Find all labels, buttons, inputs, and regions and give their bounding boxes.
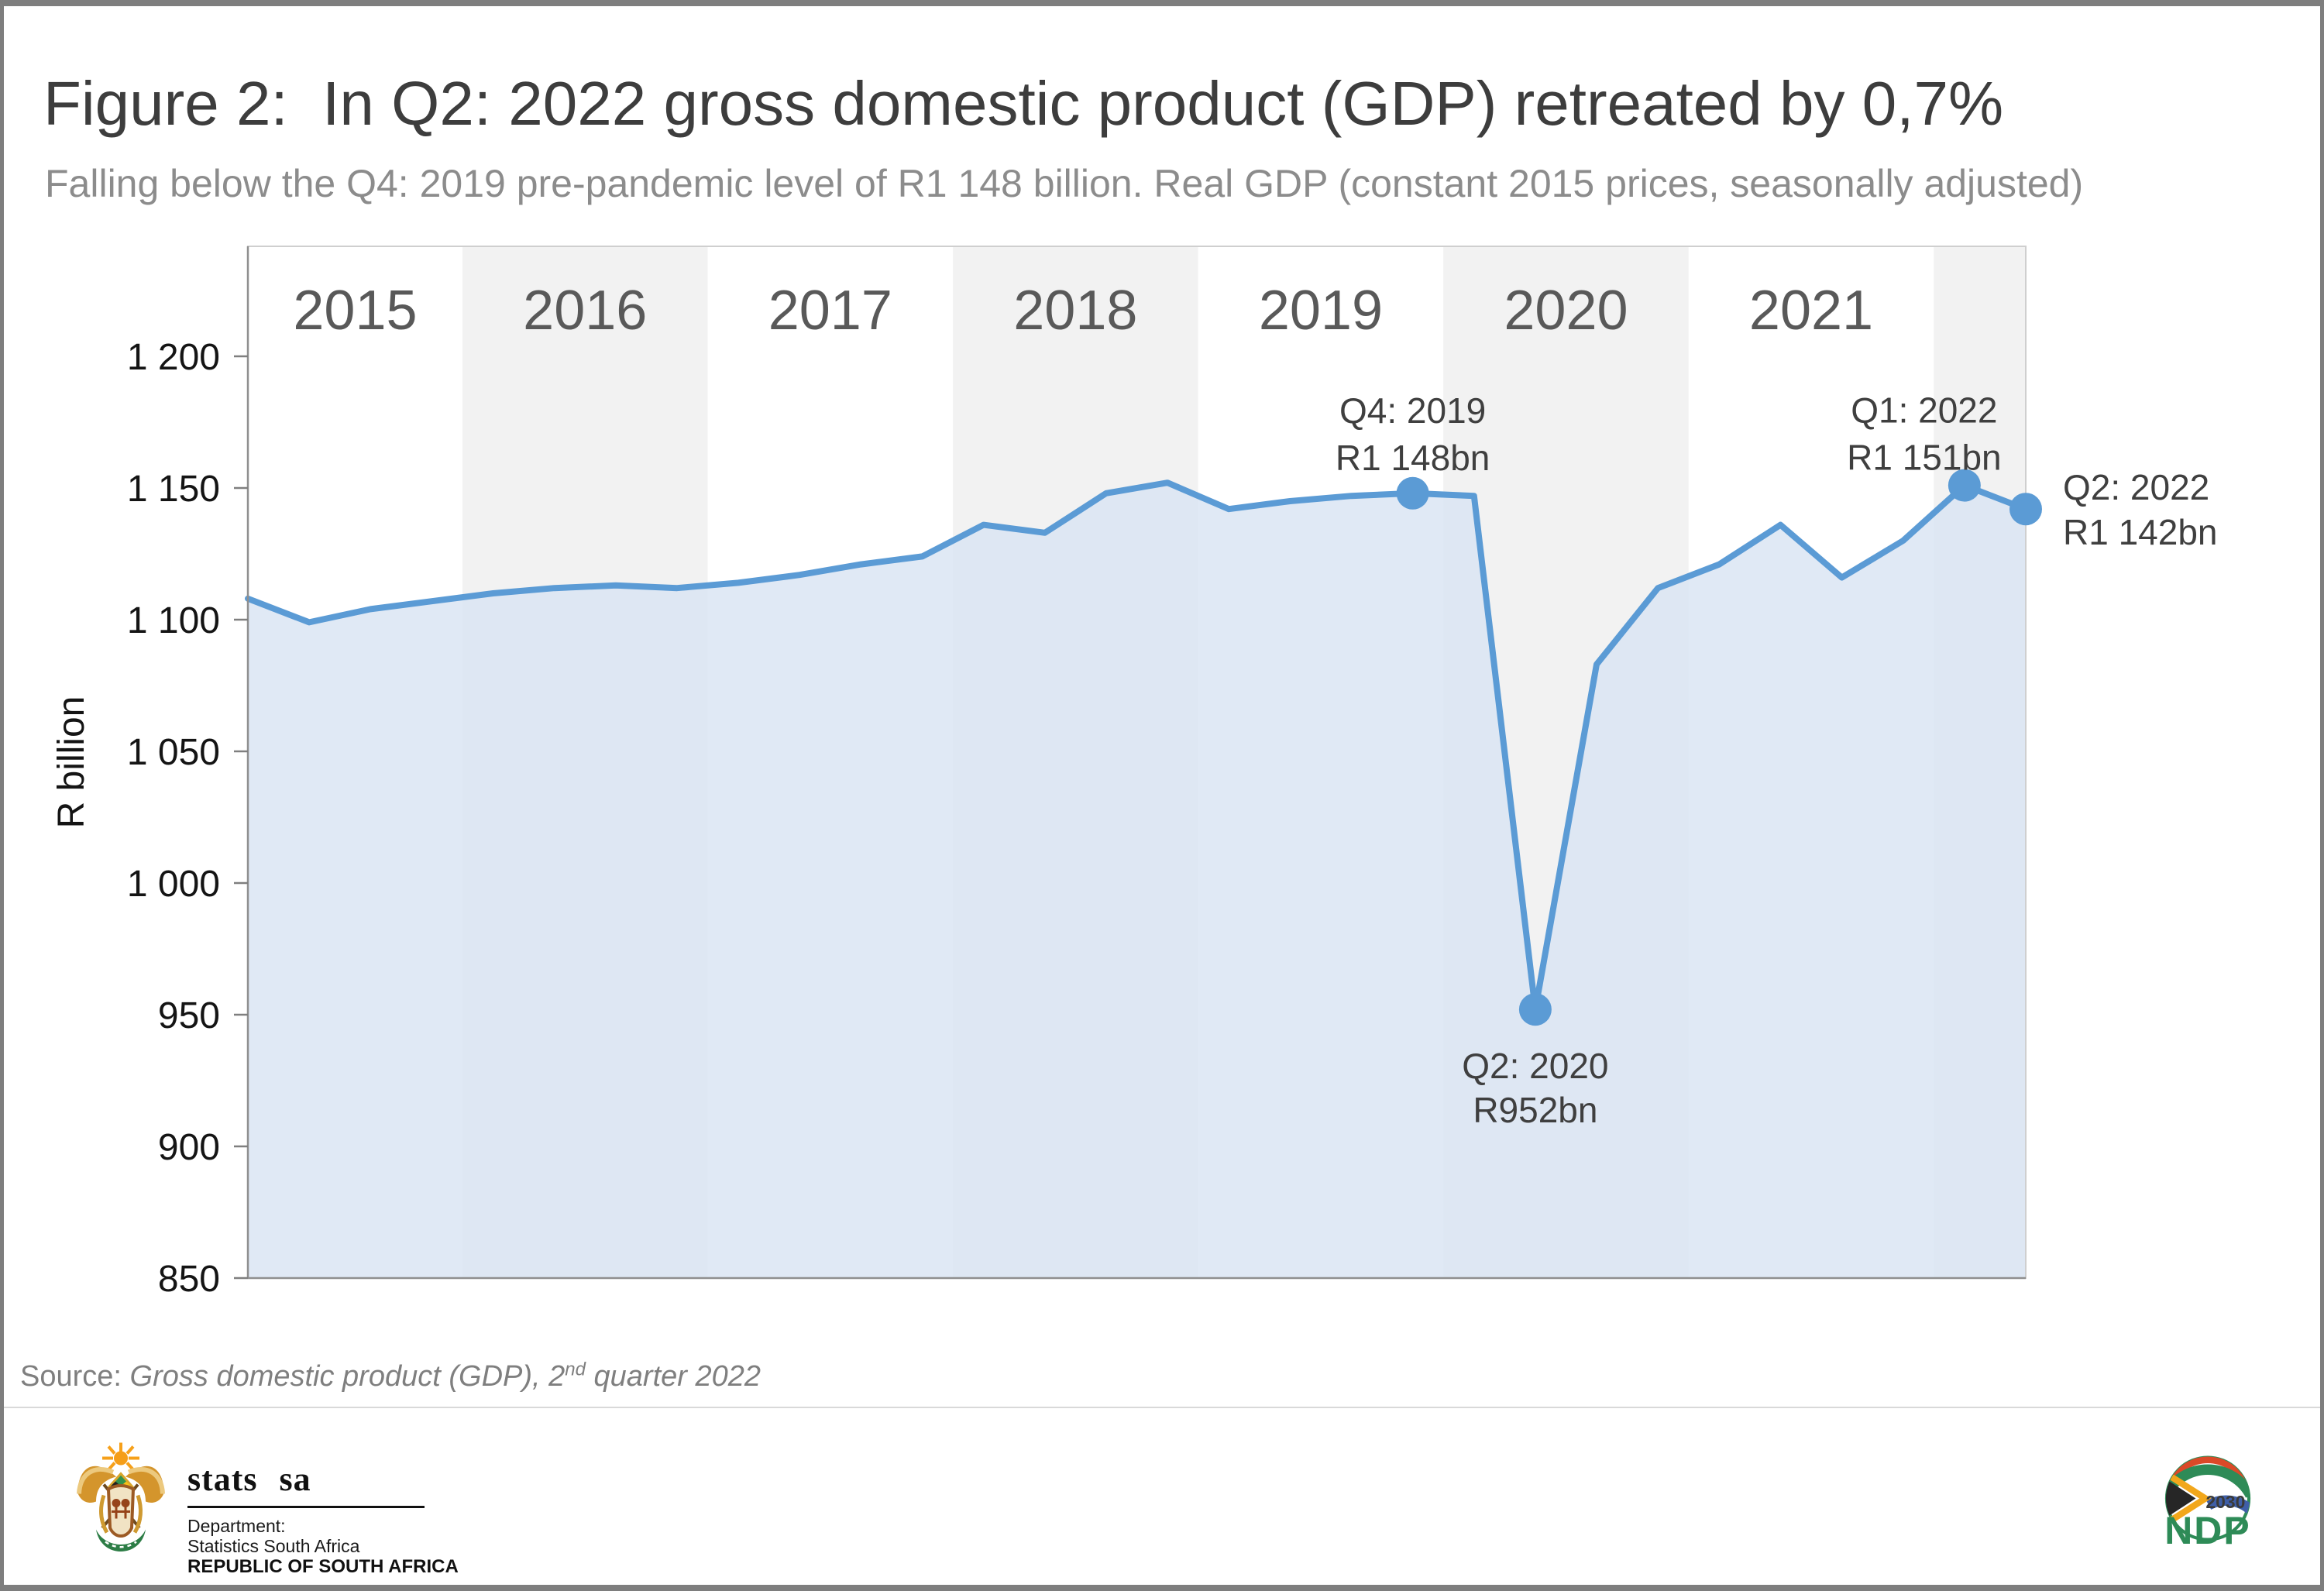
year-label: 2019 <box>1259 280 1383 342</box>
annotation-value: R1 148bn <box>1336 438 1490 478</box>
data-point-marker <box>1948 469 1981 502</box>
country-name: REPUBLIC OF SOUTH AFRICA <box>187 1556 459 1577</box>
data-point-marker <box>2009 493 2042 526</box>
annotation-quarter: Q1: 2022 <box>1851 390 1997 431</box>
source-superscript: nd <box>565 1359 586 1380</box>
department-label: Department: <box>187 1516 286 1536</box>
wheat-ears <box>99 1494 143 1534</box>
ndp-name: NDP <box>2164 1509 2251 1552</box>
statssa-wordmark: stats sa <box>187 1460 311 1498</box>
coat-of-arms-logo <box>77 1442 165 1551</box>
ndp-logo: 2030 NDP <box>2164 1455 2251 1552</box>
y-tick-label: 900 <box>158 1127 220 1168</box>
y-tick-label: 1 050 <box>127 732 220 773</box>
y-tick-label: 1 150 <box>127 469 220 510</box>
y-axis-title: R billion <box>51 696 92 829</box>
ndp-black-triangle <box>2165 1477 2196 1520</box>
year-label: 2017 <box>768 280 892 342</box>
source-note: Source: Gross domestic product (GDP), 2n… <box>20 1360 761 1393</box>
annotation-quarter: Q2: 2022 <box>2063 467 2209 507</box>
statssa-underline <box>187 1506 425 1508</box>
y-tick-label: 950 <box>158 995 220 1036</box>
y-tick-label: 1 200 <box>127 337 220 378</box>
year-label: 2021 <box>1749 280 1873 342</box>
motto-banner <box>96 1529 146 1551</box>
year-label: 2015 <box>293 280 417 342</box>
ndp-year: 2030 <box>2205 1492 2245 1512</box>
annotation-quarter: Q4: 2019 <box>1339 390 1486 431</box>
year-label: 2018 <box>1013 280 1137 342</box>
gdp-area-fill <box>248 483 2026 1279</box>
chart-title: Figure 2: In Q2: 2022 gross domestic pro… <box>43 69 2004 138</box>
y-tick-label: 850 <box>158 1259 220 1300</box>
annotation-value: R952bn <box>1473 1090 1597 1130</box>
annotation-quarter: Q2: 2020 <box>1462 1046 1608 1086</box>
source-tail: quarter 2022 <box>585 1360 761 1393</box>
data-point-marker <box>1396 476 1429 510</box>
y-tick-label: 1 100 <box>127 600 220 641</box>
ndp-green-band <box>2165 1464 2250 1498</box>
source-body: Gross domestic product (GDP), 2 <box>129 1360 566 1393</box>
ndp-yellow-chevron <box>2168 1472 2212 1524</box>
shield <box>106 1484 136 1538</box>
annotation-value: R1 151bn <box>1847 438 2002 478</box>
wings <box>77 1466 165 1503</box>
data-point-marker <box>1518 993 1552 1026</box>
ndp-blue-band <box>2205 1495 2250 1514</box>
department-name: Statistics South Africa <box>187 1536 360 1556</box>
y-tick-label: 1 000 <box>127 864 220 905</box>
year-label: 2020 <box>1504 280 1628 342</box>
source-prefix: Source: <box>20 1360 130 1393</box>
year-label: 2016 <box>523 280 647 342</box>
annotation-value: R1 142bn <box>2063 512 2218 552</box>
chart-subtitle: Falling below the Q4: 2019 pre-pandemic … <box>45 162 2084 205</box>
footer-divider <box>4 1407 2320 1408</box>
statssa-logo-block: stats sa Department: Statistics South Af… <box>187 1459 459 1578</box>
sun-icon <box>102 1442 139 1471</box>
gdp-line-series <box>245 479 2029 1013</box>
